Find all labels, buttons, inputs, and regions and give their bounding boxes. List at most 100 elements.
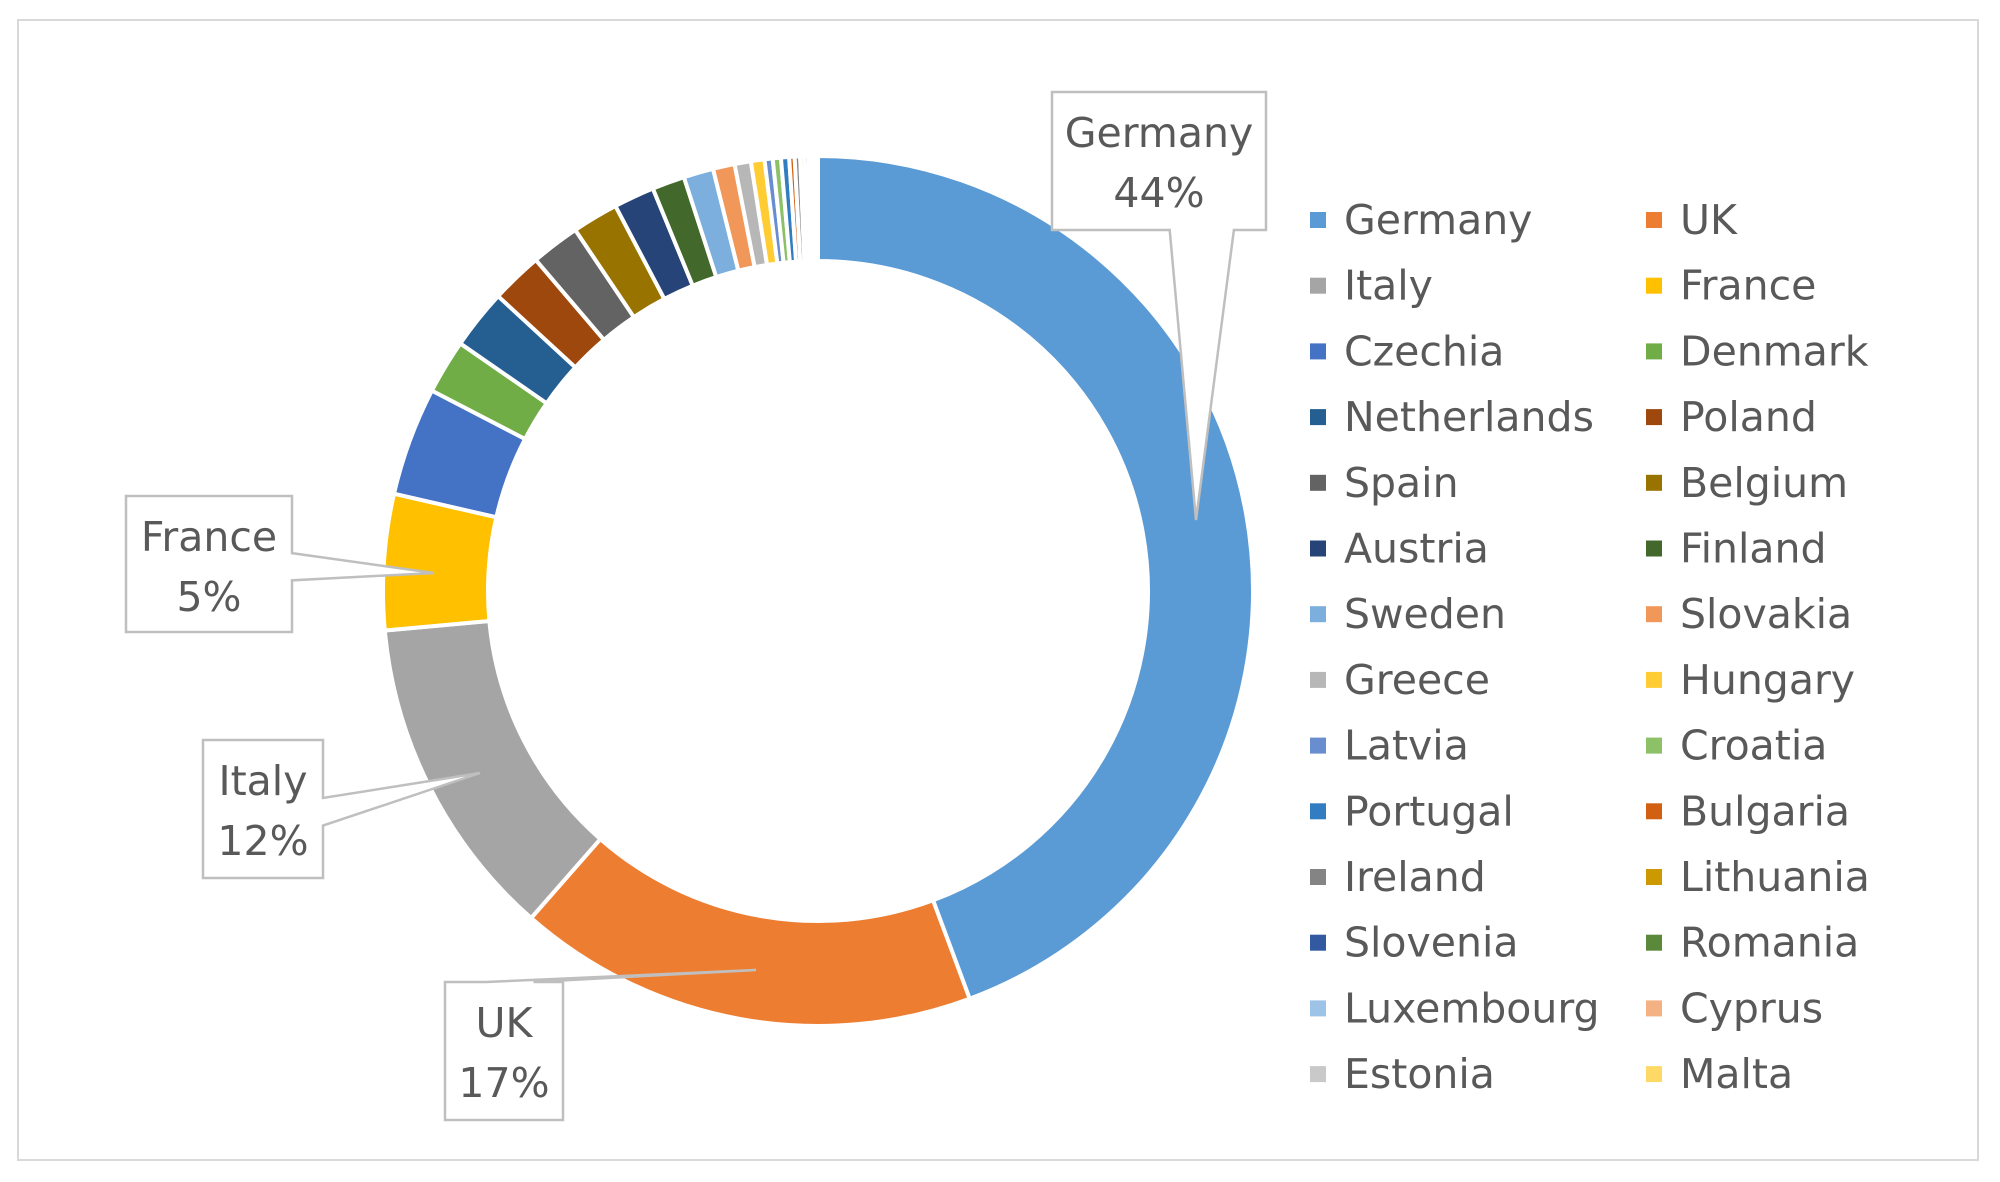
legend-label: Cyprus (1680, 984, 1823, 1032)
callout-italy: Italy 12% (201, 738, 481, 880)
callout-box (201, 738, 481, 880)
legend-swatch (1646, 1066, 1662, 1083)
legend-label: Belgium (1680, 459, 1848, 507)
legend-item-cyprus: Cyprus (1646, 984, 1823, 1032)
legend-swatch (1310, 540, 1326, 557)
callout-percent-label: 44% (1113, 169, 1204, 217)
legend-swatch (1310, 277, 1326, 294)
legend-item-italy: Italy (1310, 262, 1433, 310)
legend-label: Spain (1344, 459, 1459, 507)
callout-percent-label: 17% (458, 1059, 549, 1107)
legend-swatch (1646, 934, 1662, 951)
legend-label: Slovakia (1680, 590, 1852, 638)
legend-item-estonia: Estonia (1310, 1050, 1495, 1098)
legend-label: Lithuania (1680, 853, 1870, 901)
legend-label: Luxembourg (1344, 984, 1600, 1032)
legend-item-latvia: Latvia (1310, 722, 1469, 770)
legend-swatch (1310, 869, 1326, 885)
legend-swatch (1310, 606, 1326, 623)
slice-italy (382, 618, 604, 921)
callout-category-label: France (141, 513, 277, 561)
callout-france: France 5% (124, 494, 435, 634)
callout-uk: UK 17% (443, 968, 757, 1122)
legend-swatch (1310, 474, 1326, 491)
slice-uk (528, 836, 973, 1028)
callout-germany: Germany 44% (1050, 90, 1268, 521)
legend-label: Slovenia (1344, 919, 1519, 967)
legend-item-ireland: Ireland (1310, 853, 1486, 901)
legend-item-austria: Austria (1310, 525, 1489, 573)
legend-label: Malta (1680, 1050, 1793, 1098)
legend-item-spain: Spain (1310, 459, 1459, 507)
legend-swatch (1310, 343, 1326, 360)
callout-percent-label: 5% (176, 573, 241, 621)
legend-label: Bulgaria (1680, 787, 1850, 835)
callout-category-label: Germany (1065, 109, 1253, 157)
legend-item-greece: Greece (1310, 656, 1490, 704)
legend: Germany UK Italy France Czechia Denmark Nether… (1310, 196, 1870, 1098)
legend-item-sweden: Sweden (1310, 590, 1506, 638)
legend-swatch (1646, 343, 1662, 360)
slice-malta (814, 153, 820, 264)
legend-swatch (1310, 737, 1326, 754)
callout-box (443, 968, 757, 1122)
legend-item-uk: UK (1646, 196, 1738, 244)
legend-swatch (1646, 409, 1662, 426)
legend-label: Sweden (1344, 590, 1506, 638)
legend-label: Greece (1344, 656, 1490, 704)
legend-item-poland: Poland (1646, 393, 1817, 441)
legend-item-portugal: Portugal (1310, 787, 1514, 835)
donut-slices (381, 153, 1255, 1028)
legend-label: Finland (1680, 525, 1827, 573)
data-callouts: Germany 44% UK 17% Italy 12% France 5% (124, 90, 1268, 1122)
legend-swatch (1646, 869, 1662, 885)
legend-swatch (1646, 737, 1662, 754)
legend-swatch (1646, 277, 1662, 294)
legend-item-luxembourg: Luxembourg (1310, 984, 1600, 1032)
callout-box (1050, 90, 1268, 521)
legend-label: Hungary (1680, 656, 1855, 704)
legend-swatch (1310, 212, 1326, 228)
legend-item-denmark: Denmark (1646, 327, 1869, 375)
callout-category-label: Italy (219, 757, 308, 805)
legend-swatch (1310, 803, 1326, 820)
legend-label: Croatia (1680, 722, 1827, 770)
legend-swatch (1646, 606, 1662, 623)
legend-label: Denmark (1680, 327, 1869, 375)
slice-germany (816, 153, 1255, 1002)
legend-swatch (1310, 1000, 1326, 1017)
legend-item-hungary: Hungary (1646, 656, 1855, 704)
legend-label: Netherlands (1344, 393, 1594, 441)
legend-item-belgium: Belgium (1646, 459, 1848, 507)
legend-item-romania: Romania (1646, 919, 1859, 967)
legend-swatch (1646, 803, 1662, 820)
legend-label: UK (1680, 196, 1738, 244)
legend-item-lithuania: Lithuania (1646, 853, 1870, 901)
legend-swatch (1646, 540, 1662, 557)
legend-label: Ireland (1344, 853, 1486, 901)
callout-percent-label: 12% (217, 817, 308, 865)
legend-label: Poland (1680, 393, 1817, 441)
legend-label: Italy (1344, 262, 1433, 310)
legend-item-malta: Malta (1646, 1050, 1793, 1098)
legend-item-germany: Germany (1310, 196, 1532, 244)
legend-swatch (1646, 671, 1662, 688)
legend-item-netherlands: Netherlands (1310, 393, 1594, 441)
legend-label: Romania (1680, 919, 1859, 967)
legend-swatch (1310, 409, 1326, 426)
legend-label: Czechia (1344, 327, 1504, 375)
legend-item-bulgaria: Bulgaria (1646, 787, 1850, 835)
legend-swatch (1310, 934, 1326, 951)
legend-item-finland: Finland (1646, 525, 1827, 573)
legend-label: Estonia (1344, 1050, 1495, 1098)
legend-swatch (1310, 671, 1326, 688)
legend-item-slovakia: Slovakia (1646, 590, 1852, 638)
legend-item-czechia: Czechia (1310, 327, 1504, 375)
legend-label: Germany (1344, 196, 1532, 244)
legend-item-croatia: Croatia (1646, 722, 1827, 770)
legend-label: Austria (1344, 525, 1489, 573)
callout-box (124, 494, 435, 634)
legend-item-france: France (1646, 262, 1816, 310)
legend-swatch (1646, 1000, 1662, 1017)
